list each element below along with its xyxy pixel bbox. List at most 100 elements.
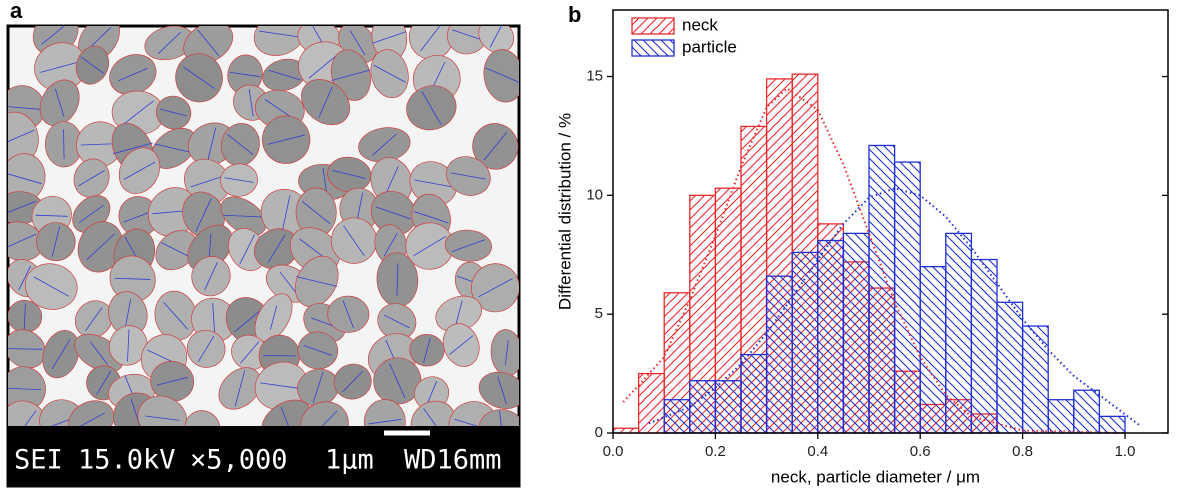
grain-chord [303,345,333,356]
histogram-bar [893,161,921,434]
grain-chord [321,410,338,426]
grain-chord [426,381,438,406]
grain-chord [343,225,365,256]
grain-chord [145,415,180,421]
caption-text: WD16mm [404,445,502,476]
grain-chord [414,179,453,188]
grain-chord [24,410,37,426]
grain-chord [349,30,366,56]
grain-chord [154,143,193,154]
histogram-bar [663,399,691,434]
legend-label: neck [682,15,718,34]
grain-chord [296,276,338,287]
histogram-bar [791,251,819,434]
grain-chord [224,177,254,183]
x-axis-label: neck, particle diameter / μm [771,467,980,486]
grain-chord [279,271,299,296]
grain-chord [342,300,354,329]
grain-chord [204,262,218,291]
histogram-bar [740,353,768,434]
fit-curve [648,187,1141,427]
grain-chord [78,170,105,187]
grain-chord [212,302,216,338]
grain-chord [478,278,513,298]
grain-chord [450,172,486,180]
grain-chord [342,370,363,393]
grain-chord [118,68,148,82]
grain-chord [8,173,42,185]
grain-chord [23,303,26,330]
grain-chord [383,314,410,329]
grain-chord [504,340,509,366]
grain [184,410,221,426]
grain-chord [229,71,261,78]
grain-chord [112,142,153,155]
grain-chord [451,239,485,253]
grain-chord [451,29,483,41]
grain-chord [197,29,220,56]
panel-label: a [10,0,23,23]
histogram-bar [1047,399,1075,434]
grain-chord [130,398,141,426]
grain-chord [454,300,463,328]
grain-chord [8,387,42,391]
grain-chord [156,376,188,386]
grain-chord [449,335,474,355]
grain-chord [499,410,502,426]
grain-chord [33,276,70,297]
caption-text: ×5,000 [190,445,288,476]
histogram-bar [842,232,870,434]
grain-chord [63,129,65,160]
plot-frame [612,9,1169,434]
series [663,144,1126,434]
grain-chord [420,26,441,52]
grain-chord [96,370,112,395]
grain-chord [89,341,108,365]
grain-chord [454,418,479,426]
grain-chord [281,195,291,233]
grain-chord [413,236,446,257]
grain-chord [372,31,407,44]
grain-chord [332,170,367,179]
grain-chord [389,363,406,399]
grain-chord [376,206,412,220]
caption-text: 1μm [325,445,374,476]
grain-chord [259,30,301,38]
grain-chord [123,161,156,180]
grain-chord [80,56,105,74]
grain-chord [163,301,188,330]
grain-chord [161,242,192,259]
grain-chord [51,339,71,370]
x-tick-label: 0.8 [1012,443,1033,460]
grain-chord [248,89,254,117]
grain-chord [371,133,397,156]
grain-chord [127,329,130,362]
grain-chord [183,66,215,89]
histogram-bar [637,372,665,434]
grain [478,409,519,426]
grain-chord [368,419,402,425]
histogram-bar [945,232,973,434]
y-tick-label: 0 [595,424,603,441]
grain-chord [40,61,81,73]
grain-chord [423,408,437,426]
grain-chord [413,211,449,224]
grain-chord [308,52,340,79]
grain-chord [421,90,442,125]
grain-chord [239,234,255,265]
histogram-bar [919,266,947,434]
grain-chord [331,69,371,81]
grain-chord [78,205,104,223]
grain-chord [122,100,154,125]
x-tick-label: 0.0 [603,443,624,460]
grain-chord [8,201,36,213]
micrograph [8,26,519,426]
histogram-bar [1098,415,1126,434]
grain-chord [497,376,507,405]
grain-chord [234,308,263,333]
grain-chord [190,175,224,188]
grain-chord [35,214,68,217]
histogram-bar [1073,389,1101,434]
grain-chord [312,371,324,404]
